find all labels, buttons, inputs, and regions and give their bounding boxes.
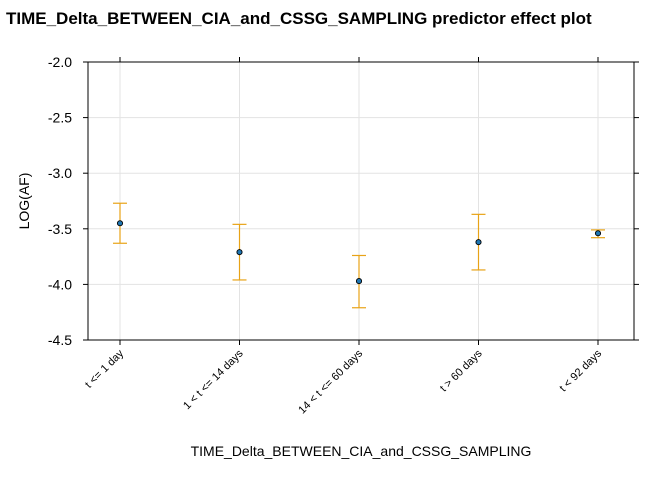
y-tick-label: -3.5 bbox=[48, 221, 72, 237]
x-tick-label: t > 60 days bbox=[438, 347, 485, 394]
x-tick-label: t <= 1 day bbox=[83, 347, 126, 390]
y-axis: -2.0 -2.5 -3.0 -3.5 -4.0 -4.5 bbox=[48, 54, 639, 348]
grid bbox=[88, 61, 634, 341]
data-points bbox=[116, 220, 602, 285]
y-tick-label: -3.0 bbox=[48, 165, 72, 181]
data-point bbox=[236, 249, 243, 256]
chart-title: TIME_Delta_BETWEEN_CIA_and_CSSG_SAMPLING… bbox=[6, 9, 592, 28]
y-tick-label: -4.0 bbox=[48, 276, 72, 292]
data-point bbox=[475, 239, 482, 246]
data-point bbox=[116, 220, 124, 227]
x-tick-label: t < 92 days bbox=[557, 347, 604, 394]
data-point bbox=[355, 278, 363, 285]
plot-frame bbox=[87, 61, 635, 341]
x-axis: t <= 1 day 1 < t <= 14 days 14 < t <= 60 d… bbox=[83, 57, 604, 416]
y-axis-label: LOG(AF) bbox=[16, 173, 32, 230]
data-point bbox=[594, 230, 602, 237]
y-tick-label: -2.5 bbox=[48, 110, 72, 126]
x-tick-label: 14 < t <= 60 days bbox=[296, 347, 365, 416]
x-tick-label: 1 < t <= 14 days bbox=[181, 347, 246, 412]
y-tick-label: -4.5 bbox=[48, 332, 72, 348]
x-axis-label: TIME_Delta_BETWEEN_CIA_and_CSSG_SAMPLING bbox=[191, 443, 532, 459]
y-tick-label: -2.0 bbox=[48, 54, 72, 70]
